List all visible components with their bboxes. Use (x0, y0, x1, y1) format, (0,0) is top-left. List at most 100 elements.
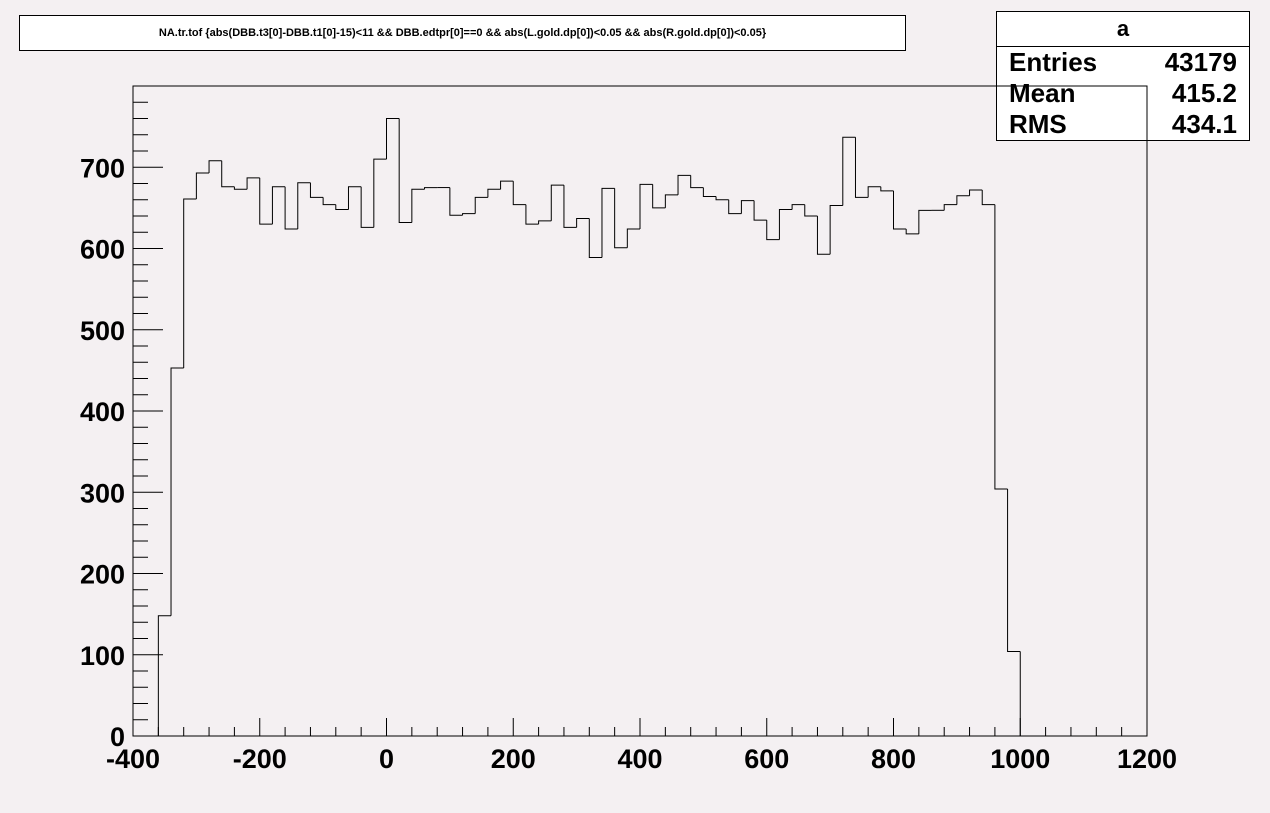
histogram-bin (880, 186, 894, 192)
histogram-bin (715, 196, 729, 201)
histogram-bin (195, 172, 210, 199)
stats-box: a Entries 43179 Mean 415.2 RMS 434.1 (996, 11, 1250, 141)
histogram-bin (893, 190, 907, 230)
x-tick-label: 0 (379, 744, 394, 774)
y-tick-label: 400 (80, 397, 125, 427)
histogram-bin (500, 180, 514, 190)
x-tick-label: 800 (871, 744, 916, 774)
histogram-bin (829, 204, 843, 255)
histogram-bin (664, 194, 679, 208)
histogram-bin (601, 187, 615, 258)
histogram-bin (1007, 489, 1021, 652)
histogram-bin (233, 186, 248, 190)
histogram-bin (170, 367, 184, 616)
axis-ticks (132, 85, 1148, 737)
histogram-bin (550, 184, 564, 221)
histogram-bin (690, 175, 704, 189)
histogram-bin (449, 187, 463, 216)
histogram-title: NA.tr.tof {abs(DBB.t3[0]-DBB.t1[0]-15)<1… (19, 15, 906, 51)
axis-tick-labels: -400 -200 0 200 400 600 800 1000 1200 0 100 200 300 4… (80, 153, 1177, 774)
histogram-bin (969, 189, 983, 196)
histogram-bin (753, 200, 767, 221)
histogram-bin (512, 181, 526, 206)
x-tick-label: -400 (106, 744, 160, 774)
y-tick-label: 200 (80, 560, 125, 590)
histogram-bin (804, 204, 818, 217)
x-tick-label: 600 (744, 744, 789, 774)
histogram-bin (905, 229, 919, 235)
y-tick-label: 300 (80, 478, 125, 508)
histogram-bin (386, 118, 400, 160)
stats-row-entries: Entries 43179 (997, 47, 1249, 78)
histogram-bin (639, 183, 653, 229)
histogram-bin (474, 196, 488, 214)
histogram-bin (284, 186, 298, 230)
histogram-bin (576, 217, 590, 228)
histogram-bin (322, 197, 336, 206)
histogram-bin (740, 200, 755, 214)
x-tick-label: 400 (617, 744, 662, 774)
histogram-bin (563, 185, 577, 228)
y-tick-label: 700 (80, 153, 125, 183)
stats-mean-value: 415.2 (1171, 78, 1237, 108)
histogram-bin (347, 186, 362, 210)
stats-histogram-name: a (997, 12, 1249, 47)
histogram-bin (259, 177, 273, 225)
y-tick-label: 100 (80, 641, 125, 671)
histogram-bin (297, 182, 311, 229)
histogram-bin (791, 204, 805, 210)
histogram-bin (487, 188, 501, 198)
stats-rms-value: 434.1 (1171, 109, 1237, 139)
histogram-bin (360, 186, 374, 228)
histogram-bin (702, 187, 717, 197)
histogram-bin (411, 188, 425, 223)
histogram-bin (525, 204, 539, 225)
histogram-bin (652, 184, 666, 209)
histogram-bin (208, 160, 222, 173)
histogram-bin (373, 158, 387, 228)
histogram-bin (614, 188, 628, 249)
histogram-bin (943, 204, 957, 211)
histogram-bin (424, 187, 438, 190)
stats-row-mean: Mean 415.2 (997, 78, 1249, 109)
histogram-bin (994, 204, 1008, 490)
histogram-bin (626, 228, 640, 248)
stats-entries-label: Entries (1009, 47, 1098, 77)
histogram-bins (157, 118, 1033, 737)
histogram-bin (335, 204, 349, 210)
y-tick-label: 0 (110, 722, 125, 752)
histogram-bin (538, 220, 552, 225)
histogram-bin (867, 186, 881, 198)
stats-mean-label: Mean (1009, 78, 1076, 108)
histogram-bin (1019, 651, 1033, 737)
histogram-bin (816, 216, 831, 255)
stats-entries-value: 43179 (1164, 47, 1237, 77)
histogram-bin (398, 118, 412, 223)
histogram-bin (854, 137, 869, 198)
histogram-bin (183, 198, 197, 368)
histogram-bin (778, 209, 793, 240)
x-tick-label: 1200 (1117, 744, 1177, 774)
x-tick-label: 1000 (990, 744, 1050, 774)
histogram-bin (842, 136, 856, 206)
histogram-bin (918, 209, 932, 234)
histogram-bin (981, 190, 995, 206)
histogram-bin (221, 160, 235, 188)
y-tick-label: 500 (80, 316, 125, 346)
stats-rms-label: RMS (1009, 109, 1067, 139)
y-tick-label: 600 (80, 235, 125, 265)
histogram-bin (157, 615, 172, 736)
x-tick-label: 200 (491, 744, 536, 774)
histogram-bin (462, 213, 476, 216)
histogram-bin (271, 186, 286, 225)
histogram-bin (309, 182, 324, 198)
stats-row-rms: RMS 434.1 (997, 109, 1249, 140)
x-tick-label: -200 (233, 744, 287, 774)
histogram-bin (677, 174, 691, 195)
histogram-bin (956, 195, 970, 205)
histogram-bin (766, 220, 780, 241)
histogram-bin (588, 218, 602, 258)
histogram-bin (728, 199, 742, 215)
histogram-bin (246, 177, 260, 190)
